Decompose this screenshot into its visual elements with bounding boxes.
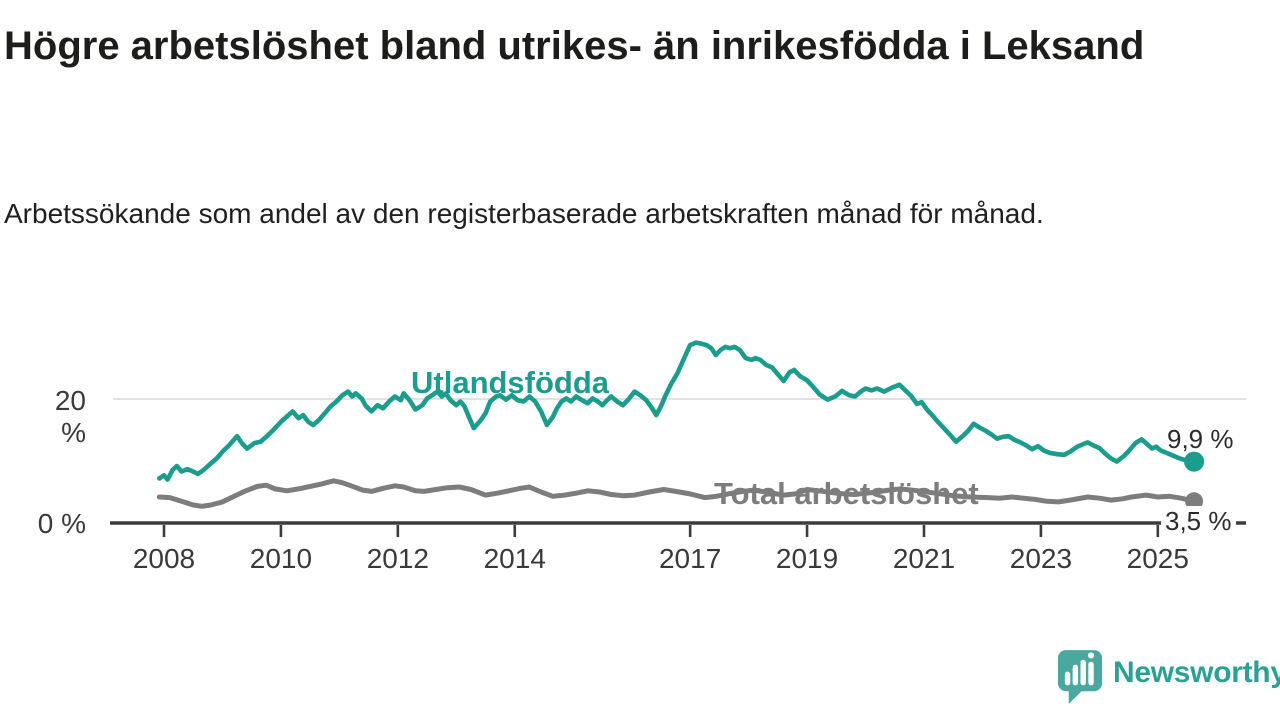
x-tick-label: 2021 <box>893 543 955 574</box>
chart-title: Högre arbetslöshet bland utrikes- än inr… <box>4 24 1145 68</box>
series-end-dot-total <box>1185 492 1204 511</box>
x-tick-label: 2012 <box>367 543 429 574</box>
x-tick-label: 2008 <box>133 543 195 574</box>
newsworthy-logo: Newsworthy <box>1057 649 1280 705</box>
series-label-total-arbetsloshet: Total arbetslöshet <box>714 476 979 511</box>
y-axis-label-0pct: 0 % <box>37 508 86 539</box>
x-tick-label: 2017 <box>659 543 721 574</box>
newsworthy-wordmark: Newsworthy <box>1113 656 1280 689</box>
x-tick-label: 2014 <box>484 543 546 574</box>
x-tick-label: 2023 <box>1010 543 1072 574</box>
series-line-total <box>156 478 1197 509</box>
x-tick-label: 2019 <box>776 543 838 574</box>
y-axis-label-20pct: 20 % <box>54 385 86 448</box>
chart-subtitle: Arbetssökande som andel av den registerb… <box>4 198 1044 229</box>
x-tick-label: 2025 <box>1127 543 1189 574</box>
series-end-dot-utlandsfodda <box>1184 451 1205 472</box>
end-value-label-utlandsfodda: 9,9 % <box>1167 424 1234 454</box>
series-label-utlandsfodda: Utlandsfödda <box>411 365 610 400</box>
x-tick-label: 2010 <box>250 543 312 574</box>
end-value-label-total: 3,5 % <box>1161 506 1236 537</box>
series-line-utlandsfodda <box>157 340 1197 482</box>
newsworthy-bubble-chart-icon <box>1057 650 1103 704</box>
